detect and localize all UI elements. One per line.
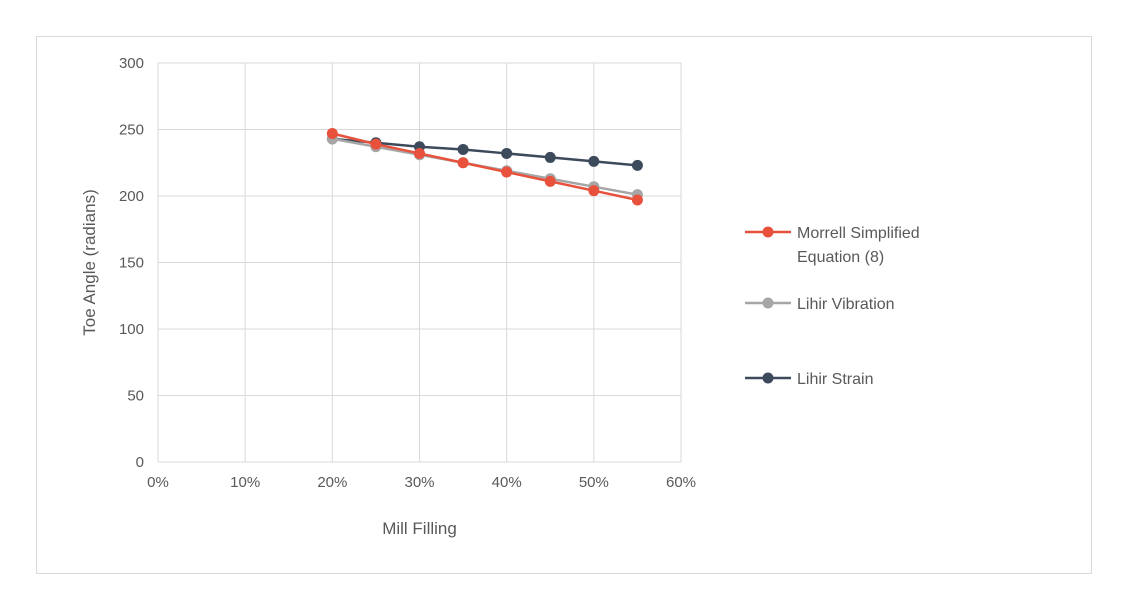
data-point <box>370 138 382 150</box>
y-tick-label: 0 <box>136 454 144 471</box>
x-tick-label: 20% <box>317 474 347 491</box>
series-morrell-simplified-equation-8 <box>326 127 643 206</box>
series-layer <box>326 127 643 206</box>
data-point <box>457 157 469 169</box>
x-tick-label: 60% <box>666 474 696 491</box>
x-axis-title: Mill Filling <box>382 519 457 538</box>
data-point <box>588 185 600 197</box>
legend-label: Morrell Simplified <box>797 225 920 242</box>
data-point <box>631 159 643 171</box>
series-line <box>332 137 638 167</box>
legend: Morrell Simplified Equation (8) Lihir Vibr… <box>745 225 920 388</box>
x-axis-ticks: 0% 10% 20% 30% 40% 50% 60% <box>147 474 696 491</box>
legend-marker <box>762 297 774 309</box>
series-line <box>332 132 638 202</box>
chart-area <box>36 36 1092 574</box>
legend-label: Lihir Strain <box>797 371 873 388</box>
legend-label: Equation (8) <box>797 249 884 266</box>
y-tick-label: 200 <box>119 188 144 205</box>
data-point <box>501 166 513 178</box>
y-axis-ticks: 0 50 100 150 200 250 300 <box>119 55 144 471</box>
y-tick-label: 250 <box>119 122 144 139</box>
grid-lines <box>157 62 682 463</box>
data-point <box>544 151 556 163</box>
y-tick-label: 50 <box>127 388 144 405</box>
y-tick-label: 300 <box>119 55 144 72</box>
legend-item: Morrell Simplified Equation (8) <box>745 225 920 266</box>
data-point <box>544 175 556 187</box>
data-point <box>501 147 513 159</box>
legend-label: Lihir Vibration <box>797 296 895 313</box>
data-point <box>326 127 338 139</box>
y-axis-title: Toe Angle (radians) <box>80 189 99 335</box>
data-point <box>588 155 600 167</box>
legend-item: Lihir Vibration <box>745 296 895 313</box>
data-point <box>414 147 425 159</box>
x-tick-label: 40% <box>492 474 522 491</box>
x-tick-label: 50% <box>579 474 609 491</box>
x-tick-label: 0% <box>147 474 169 491</box>
y-tick-label: 100 <box>119 321 144 338</box>
legend-marker <box>762 372 774 384</box>
x-tick-label: 30% <box>404 474 434 491</box>
y-tick-label: 150 <box>119 255 144 272</box>
data-point <box>631 194 643 206</box>
data-point <box>457 143 469 155</box>
x-tick-label: 10% <box>230 474 260 491</box>
legend-item: Lihir Strain <box>745 371 873 388</box>
legend-marker <box>762 226 774 238</box>
